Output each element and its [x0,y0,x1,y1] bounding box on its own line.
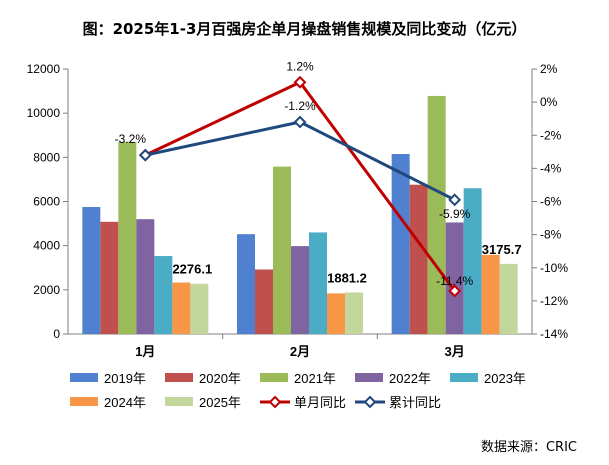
line-1-label: 1.2% [286,59,314,73]
line-2-label: -1.2% [284,99,316,113]
legend-label: 2020年 [199,371,241,386]
legend-swatch [260,373,288,382]
legend-marker [268,395,282,409]
legend-swatch [450,373,478,382]
legend-label: 累计同比 [389,395,441,410]
legend-swatch [355,373,383,382]
y-left-tick-label: 6000 [33,195,60,209]
bar-6-1 [172,282,191,334]
legend-swatch [70,373,98,382]
bar-1-1 [82,207,101,334]
bar-1-3 [391,154,410,334]
y-right-tick-label: -8% [540,228,562,242]
bar-4-3 [445,222,464,334]
legend-label: 2022年 [389,371,431,386]
legend-label: 单月同比 [294,395,346,410]
bar-7-3 [499,263,518,334]
legend-swatch [165,397,193,406]
legend-swatch [70,397,98,406]
line-1-label: -3.2% [115,132,147,146]
bar-6-2 [327,293,345,334]
legend-label: 2019年 [104,371,146,386]
bar-1-2 [237,234,255,334]
chart-title: 图：2025年1-3月百强房企单月操盘销售规模及同比变动（亿元） [82,20,527,38]
bar-4-2 [291,246,309,334]
y-left-tick-label: 4000 [33,239,60,253]
bar-2-2 [255,269,273,334]
bar-value-label: 2276.1 [172,262,212,277]
y-right-tick-label: 2% [540,62,558,76]
bar-2-1 [100,221,119,334]
x-category-label: 1月 [135,344,155,359]
y-left-tick-label: 2000 [33,283,60,297]
bar-7-2 [345,292,363,334]
y-left-tick-label: 12000 [27,62,61,76]
bar-5-3 [463,188,482,334]
legend-label: 2024年 [104,395,146,410]
bar-3-1 [118,141,137,334]
bar-2-3 [409,184,428,334]
bar-3-2 [273,166,291,334]
bar-6-3 [481,254,500,334]
y-right-tick-label: -6% [540,195,562,209]
source-note: 数据来源：CRIC [480,440,577,455]
x-category-label: 3月 [445,344,465,359]
y-right-tick-label: -14% [540,327,568,341]
line-1-marker [448,284,462,298]
bar-5-2 [309,232,327,334]
legend-label: 2025年 [199,395,241,410]
y-left-tick-label: 8000 [33,150,60,164]
bar-4-1 [136,219,155,334]
x-category-label: 2月 [290,344,310,359]
legend-label: 2021年 [294,371,336,386]
y-left-tick-label: 0 [53,327,60,341]
y-right-tick-label: -2% [540,128,562,142]
bar-value-label: 3175.7 [482,242,522,257]
y-left-tick-label: 10000 [27,106,61,120]
legend-label: 2023年 [484,371,526,386]
line-1-marker [293,75,307,89]
legend-marker [363,395,377,409]
line-2-marker [448,193,462,207]
line-2-marker [138,148,152,162]
bar-7-1 [190,283,209,334]
bar-5-1 [154,256,173,334]
legend-swatch [165,373,193,382]
line-1-label: -11.4% [436,274,473,288]
bar-value-label: 1881.2 [327,270,367,285]
y-right-tick-label: -12% [540,294,568,308]
y-right-tick-label: -10% [540,261,568,275]
line-2-marker [293,115,307,129]
line-2-label: -5.9% [439,207,471,221]
y-right-tick-label: -4% [540,161,562,175]
y-right-tick-label: 0% [540,95,558,109]
